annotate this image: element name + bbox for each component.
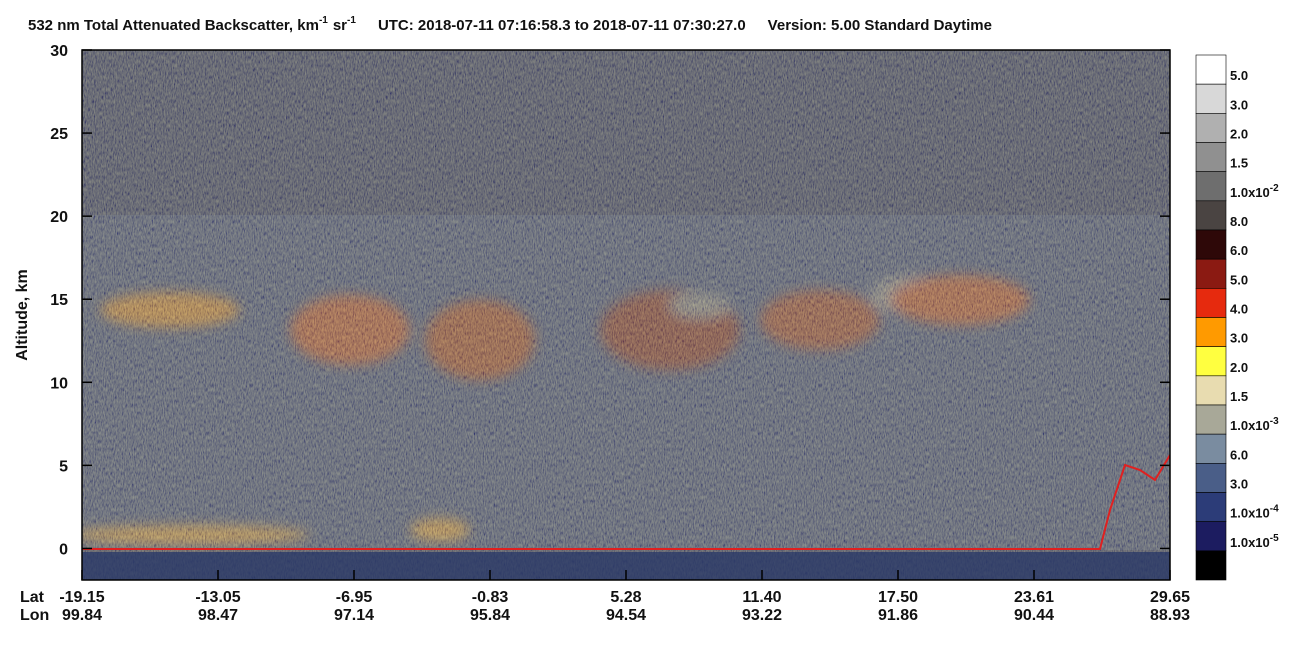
- y-tick-label: 5: [59, 458, 68, 475]
- colorbar-label: 4.0: [1230, 302, 1248, 317]
- x-tick-label: 91.86: [878, 607, 918, 624]
- colorbar-label: 1.0x10-4: [1230, 504, 1279, 521]
- y-tick-label: 30: [50, 43, 68, 60]
- colorbar-label: 8.0: [1230, 214, 1248, 229]
- colorbar-label-mantissa: 2.0: [1230, 360, 1248, 375]
- colorbar-swatch: [1195, 404, 1227, 435]
- colorbar-label: 1.0x10-2: [1230, 183, 1279, 200]
- x-tick-label: 98.47: [198, 607, 238, 624]
- colorbar-label-mantissa: 1.5: [1230, 156, 1248, 171]
- colorbar-swatch: [1195, 317, 1227, 347]
- colorbar-label-mantissa: 3.0: [1230, 331, 1248, 346]
- colorbar-label: 3.0: [1230, 97, 1248, 112]
- colorbar-swatch: [1195, 375, 1227, 406]
- colorbar-label: 3.0: [1230, 477, 1248, 492]
- colorbar-label-mantissa: 1.0x10: [1230, 535, 1270, 550]
- colorbar-label: 6.0: [1230, 447, 1248, 462]
- colorbar-swatch: [1195, 142, 1227, 172]
- x-tick-label: 5.28: [610, 589, 641, 606]
- colorbar-swatch: [1195, 433, 1227, 464]
- colorbar-label-mantissa: 6.0: [1230, 447, 1248, 462]
- colorbar-swatch: [1195, 521, 1227, 552]
- colorbar-label-mantissa: 8.0: [1230, 214, 1248, 229]
- y-tick-label: 0: [59, 541, 68, 558]
- colorbar-label: 2.0: [1230, 360, 1248, 375]
- colorbar-swatch: [1195, 463, 1227, 493]
- colorbar-swatch: [1195, 113, 1227, 143]
- colorbar-swatch: [1195, 550, 1227, 581]
- x-tick-label: -19.15: [59, 589, 104, 606]
- x-row-name: Lat: [20, 589, 45, 606]
- colorbar-label: 1.0x10-3: [1230, 416, 1279, 433]
- x-tick-label: 95.84: [470, 607, 510, 624]
- chart-title: 532 nm Total Attenuated Backscatter, km-…: [28, 15, 992, 34]
- colorbar-swatch: [1195, 288, 1227, 318]
- x-tick-label: -13.05: [195, 589, 240, 606]
- x-tick-label: 99.84: [62, 607, 102, 624]
- colorbar-label-mantissa: 5.0: [1230, 68, 1248, 83]
- colorbar-label-mantissa: 3.0: [1230, 477, 1248, 492]
- backscatter-image: [82, 50, 1170, 580]
- colorbar-label-mantissa: 3.0: [1230, 97, 1248, 112]
- x-tick-label: 88.93: [1150, 607, 1190, 624]
- y-axis-label: Altitude, km: [14, 269, 31, 361]
- colorbar-label-mantissa: 5.0: [1230, 272, 1248, 287]
- colorbar-label-mantissa: 1.0x10: [1230, 185, 1270, 200]
- colorbar-swatch: [1195, 54, 1227, 85]
- colorbar-label-mantissa: 2.0: [1230, 127, 1248, 142]
- x-tick-label: 90.44: [1014, 607, 1054, 624]
- colorbar-label: 1.5: [1230, 389, 1248, 404]
- colorbar-label: 3.0: [1230, 331, 1248, 346]
- colorbar-label: 6.0: [1230, 243, 1248, 258]
- x-tick-label: -0.83: [472, 589, 509, 606]
- colorbar-label: 5.0: [1230, 272, 1248, 287]
- colorbar-label: 1.0x10-5: [1230, 533, 1279, 550]
- colorbar-label-exponent: -2: [1270, 183, 1279, 194]
- colorbar-label: 5.0: [1230, 68, 1248, 83]
- x-tick-label: 94.54: [606, 607, 646, 624]
- colorbar-label-mantissa: 1.0x10: [1230, 418, 1270, 433]
- colorbar-label: 1.5: [1230, 156, 1248, 171]
- colorbar-swatch: [1195, 200, 1227, 231]
- colorbar-swatch: [1195, 229, 1227, 260]
- colorbar-label-exponent: -5: [1270, 533, 1279, 544]
- y-tick-label: 25: [50, 126, 68, 143]
- colorbar-swatch: [1195, 258, 1227, 289]
- colorbar-swatch: [1195, 83, 1227, 114]
- colorbar-swatch: [1195, 346, 1227, 377]
- colorbar-label-exponent: -3: [1270, 416, 1279, 427]
- y-tick-label: 15: [50, 292, 68, 309]
- y-tick-label: 10: [50, 375, 68, 392]
- x-row-name: Lon: [20, 607, 49, 624]
- colorbar-swatch: [1195, 171, 1227, 202]
- colorbar-label-mantissa: 1.0x10: [1230, 506, 1270, 521]
- x-tick-label: 97.14: [334, 607, 374, 624]
- colorbar-label-mantissa: 6.0: [1230, 243, 1248, 258]
- y-tick-label: 20: [50, 209, 68, 226]
- x-tick-label: 29.65: [1150, 589, 1190, 606]
- x-tick-label: 17.50: [878, 589, 918, 606]
- colorbar-label-mantissa: 1.5: [1230, 389, 1248, 404]
- x-tick-label: 11.40: [742, 589, 781, 606]
- colorbar-label-mantissa: 4.0: [1230, 302, 1248, 317]
- colorbar-swatch: [1195, 492, 1227, 522]
- x-tick-label: -6.95: [336, 589, 373, 606]
- colorbar-label-exponent: -4: [1270, 504, 1279, 515]
- x-tick-label: 23.61: [1014, 589, 1054, 606]
- colorbar-label: 2.0: [1230, 127, 1248, 142]
- x-tick-label: 93.22: [742, 607, 782, 624]
